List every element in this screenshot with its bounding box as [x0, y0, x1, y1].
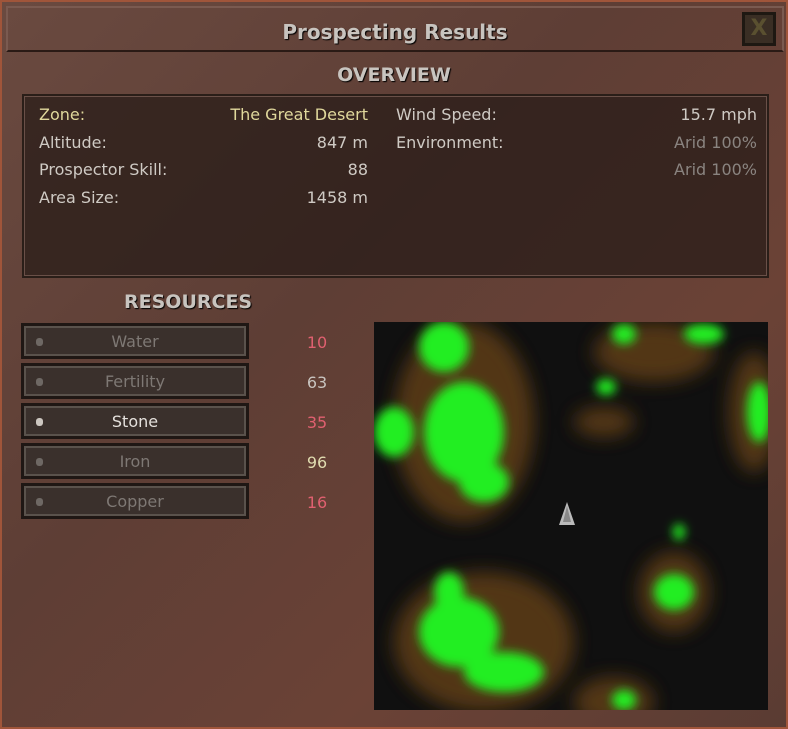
resource-value: 96	[306, 453, 328, 472]
title-bar[interactable]: Prospecting Results	[6, 6, 784, 52]
resource-button-iron[interactable]: Iron	[21, 443, 249, 479]
resource-value: 35	[306, 413, 328, 432]
overview-label: Altitude:	[39, 132, 107, 152]
indicator-icon	[36, 378, 43, 386]
overview-value: Arid 100%	[674, 132, 757, 152]
overview-heading: OVERVIEW	[337, 64, 451, 86]
resource-button-stone[interactable]: Stone	[21, 403, 249, 439]
close-button[interactable]: X	[742, 12, 776, 46]
indicator-icon	[36, 458, 43, 466]
resource-button-fertility[interactable]: Fertility	[21, 363, 249, 399]
resource-label: Fertility	[104, 372, 166, 391]
resource-label: Water	[111, 332, 159, 351]
overview-value: The Great Desert	[230, 105, 368, 124]
close-icon: X	[750, 16, 768, 41]
overview-label: Area Size:	[39, 187, 120, 207]
resource-value: 63	[306, 373, 328, 392]
indicator-icon	[36, 498, 43, 506]
window-title: Prospecting Results	[282, 20, 508, 44]
indicator-icon	[36, 338, 43, 346]
resource-button-water[interactable]: Water	[21, 323, 249, 359]
overview-label: Zone:	[39, 105, 86, 124]
resource-value: 10	[306, 333, 328, 352]
overview-label: Environment:	[396, 132, 504, 152]
overview-value: 15.7 mph	[680, 105, 757, 124]
resource-label: Copper	[106, 492, 164, 511]
indicator-icon	[36, 418, 43, 426]
overview-value: 847 m	[316, 132, 368, 152]
overview-label: Wind Speed:	[396, 105, 497, 124]
player-marker-icon	[559, 502, 575, 525]
overview-label: Prospector Skill:	[39, 160, 168, 179]
resource-button-copper[interactable]: Copper	[21, 483, 249, 519]
resource-label: Stone	[111, 412, 159, 431]
deposit-map	[374, 322, 768, 710]
overview-panel: Zone: The Great Desert Altitude: 847 m Prosp…	[22, 94, 769, 278]
resource-value: 16	[306, 493, 328, 512]
resource-label: Iron	[119, 452, 151, 471]
overview-value: Arid 100%	[674, 160, 757, 179]
overview-value: 88	[347, 160, 368, 179]
prospect-map[interactable]	[374, 322, 768, 710]
resources-heading: RESOURCES	[124, 291, 253, 313]
overview-value: 1458 m	[306, 187, 368, 207]
